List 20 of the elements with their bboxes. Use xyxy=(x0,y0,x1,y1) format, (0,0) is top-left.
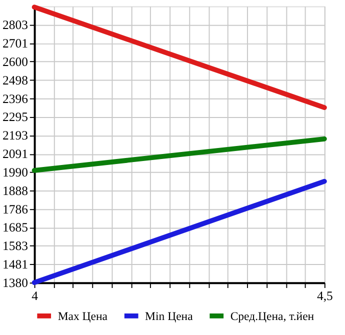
x-tick-label: 4 xyxy=(32,288,39,303)
y-tick-label: 1990 xyxy=(2,165,28,180)
y-tick-label: 2803 xyxy=(2,18,28,32)
legend-label: Min Цена xyxy=(145,310,194,323)
legend-label: Max Цена xyxy=(58,310,108,323)
y-tick-label: 1481 xyxy=(2,258,28,272)
y-tick-label: 1786 xyxy=(2,202,28,216)
y-tick-label: 2396 xyxy=(2,92,28,106)
legend-label: Сред.Цена, т.йен xyxy=(230,310,315,323)
y-tick-label: 1583 xyxy=(2,239,28,254)
y-tick-label: 2498 xyxy=(2,73,28,88)
y-tick-label: 2295 xyxy=(2,110,28,124)
y-tick-label: 2193 xyxy=(2,128,28,143)
y-tick-label: 2701 xyxy=(2,36,28,51)
y-tick-label: 1685 xyxy=(2,220,28,235)
y-tick-label: 1380 xyxy=(2,276,28,290)
y-tick-label: 1888 xyxy=(2,184,28,198)
y-tick-label: 2600 xyxy=(2,54,28,69)
y-tick-label: 2091 xyxy=(2,147,28,162)
x-tick-label: 4,5 xyxy=(316,288,333,303)
